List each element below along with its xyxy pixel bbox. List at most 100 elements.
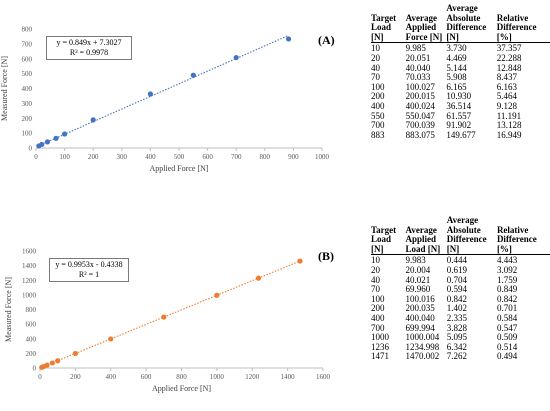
x-tick-label: 300 [117,153,128,161]
table-cell: 400.040 [405,312,435,323]
table-row: 400 400.040 2.335 0.584 [371,312,550,324]
table-cell: 0.514 [496,341,518,352]
x-tick-label: 400 [106,373,117,381]
table-cell: 0.842 [496,293,518,304]
table-row: 700 700.039 91.902 13.128 [371,121,550,131]
table-cell: 3.730 [446,43,467,54]
data-point [39,141,45,148]
table-cell: 40 [371,62,380,73]
table-cell: 100 [371,81,385,92]
table-cell: 20.004 [405,264,431,275]
table-cell: 700 [371,322,385,333]
table-cell: 3.092 [496,264,518,275]
data-point [49,360,55,366]
table-cell: 5.464 [496,91,517,102]
table-cell: 0.619 [446,264,468,275]
data-point [297,258,303,264]
x-axis-title: Applied Force [N] [149,164,208,173]
table-cell: 200.015 [405,91,435,102]
table-cell: 1000.004 [405,332,440,343]
table-row: 70 70.033 5.908 8.437 [371,73,550,83]
y-tick-label: 600 [26,321,37,329]
y-tick-label: 200 [26,350,37,358]
x-tick-label: 800 [260,153,271,161]
y-tick-label: 400 [22,85,33,93]
table-cell: 10 [371,255,380,266]
y-tick-label: 400 [26,335,37,343]
table-row: 700 699.994 3.828 0.547 [371,322,550,334]
table-cell: 8.437 [496,72,517,83]
y-tick-label: 0 [33,365,37,373]
data-point [190,72,196,78]
column-header: Target Load [N] [371,4,406,44]
table-cell: 700.039 [405,120,435,131]
table-cell: 699.994 [405,322,435,333]
table-cell: 550 [371,110,385,121]
table-cell: 5.095 [446,332,468,343]
table-cell: 40.040 [405,62,431,73]
table-cell: 61.557 [446,110,472,121]
table-row: 400 400.024 36.514 9.128 [371,100,550,112]
y-tick-label: 1000 [22,291,37,299]
y-tick-label: 1600 [22,248,37,256]
x-tick-label: 200 [88,153,99,161]
table-cell: 200 [371,91,385,102]
table-cell: 9.128 [496,100,517,111]
table-cell: 4.469 [446,52,467,63]
table-row: 200 200.015 10.930 5.464 [371,92,550,102]
data-point [233,54,239,61]
table-cell: 69.960 [405,284,431,295]
table-cell: 10.930 [446,91,472,102]
x-tick-label: 600 [141,373,152,381]
table-body-b: 10 9.983 0.444 4.443 20 20.004 0.619 3.092 40 40.… [371,255,550,362]
trendline-equation-a: y = 0.849x + 7.3027 [56,38,122,47]
table-cell: 1.402 [446,303,468,314]
y-tick-label: 100 [22,130,33,138]
y-tick-label: 1200 [22,277,37,285]
x-tick-label: 0 [38,373,42,381]
trendline [38,34,289,147]
table-body-a: 10 9.985 3.730 37.357 20 20.051 4.469 22.288 40 4… [371,43,550,140]
table-row: 20 20.004 0.619 3.092 [371,264,550,276]
trendline-equation-b: y = 0.9953x - 0.4338 [55,260,123,269]
data-point [161,314,167,320]
table-cell: 0.594 [446,284,468,295]
chart-panel-a: 0 100 200 300 400 500 600 700 800 900 1000 0 100 200 3… [0,0,370,205]
x-tick-label: 500 [174,153,185,161]
table-row: 1471 1470.002 7.262 0.494 [371,352,550,362]
x-tick-label: 900 [288,153,299,161]
table-row: 40 40.021 0.704 1.759 [371,275,550,286]
y-axis-title: Measured Force [N] [0,56,9,121]
table-cell: 400.024 [405,100,435,111]
data-point [62,131,68,137]
table-cell: 100.027 [405,81,435,92]
y-tick-label: 0 [29,145,33,153]
data-point [147,91,154,97]
table-cell: 400 [371,100,385,111]
trendline-r2-a: R² = 0.9978 [69,48,109,57]
table-cell: 100 [371,293,385,304]
table-cell: 1000 [371,332,389,343]
table-cell: 3.828 [446,322,468,333]
table-cell: 4.443 [496,255,518,266]
x-tick-label: 400 [145,153,156,161]
table-row: 10 9.983 0.444 4.443 [371,255,550,266]
table-cell: 0.849 [496,284,518,295]
table-cell: 5.908 [446,72,467,83]
table-cell: 9.985 [405,43,426,54]
y-tick-label: 600 [22,55,33,63]
table-cell: 0.584 [496,312,518,323]
y-tick-label: 500 [22,70,33,78]
table-cell: 70 [371,284,380,295]
table-row: 1236 1234.998 6.342 0.514 [371,341,550,353]
column-header: Target Load [N] [371,216,406,256]
y-tick-label: 1400 [22,262,37,270]
table-cell: 91.902 [446,120,472,131]
trendline-equation-box-a: y = 0.849x + 7.3027 R² = 0.9978 [46,36,132,60]
x-tick-label: 1000 [210,373,225,381]
x-tick-label: 200 [70,373,81,381]
data-point [285,36,292,42]
table-cell: 0.547 [496,322,518,333]
table-cell: 20 [371,264,380,275]
table-cell: 20 [371,52,380,63]
